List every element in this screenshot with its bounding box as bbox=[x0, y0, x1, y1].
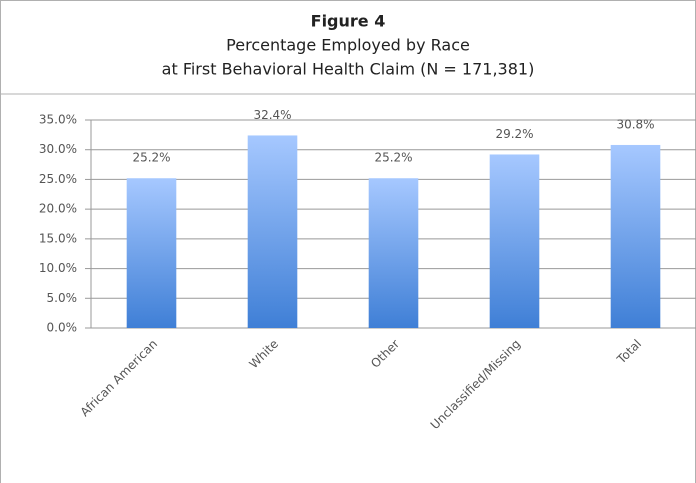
chart-subtitle: at First Behavioral Health Claim (N = 17… bbox=[162, 60, 535, 79]
data-label: 25.2% bbox=[132, 151, 170, 165]
x-tick-label: African American bbox=[78, 337, 161, 420]
chart-subtitle: Percentage Employed by Race bbox=[226, 36, 470, 55]
x-tick-label: Unclassified/Missing bbox=[428, 337, 523, 432]
y-tick-label: 30.0% bbox=[39, 142, 77, 156]
data-label: 32.4% bbox=[253, 108, 291, 122]
data-label: 25.2% bbox=[374, 151, 412, 165]
x-tick-label: White bbox=[247, 337, 282, 372]
bar bbox=[368, 178, 419, 328]
y-tick-label: 25.0% bbox=[39, 172, 77, 186]
x-tick-label: Total bbox=[614, 337, 644, 367]
y-tick-label: 10.0% bbox=[39, 261, 77, 275]
data-label: 29.2% bbox=[495, 127, 533, 141]
bar bbox=[610, 144, 661, 328]
data-label: 30.8% bbox=[616, 117, 654, 131]
y-tick-label: 0.0% bbox=[47, 321, 78, 335]
bar bbox=[126, 178, 177, 328]
x-tick-label: Other bbox=[368, 337, 402, 371]
bar bbox=[247, 135, 298, 328]
chart-title: Figure 4 bbox=[311, 12, 386, 31]
y-tick-label: 15.0% bbox=[39, 231, 77, 245]
y-tick-label: 5.0% bbox=[47, 291, 78, 305]
bar bbox=[489, 154, 540, 328]
y-tick-label: 35.0% bbox=[39, 113, 77, 127]
y-tick-label: 20.0% bbox=[39, 202, 77, 216]
